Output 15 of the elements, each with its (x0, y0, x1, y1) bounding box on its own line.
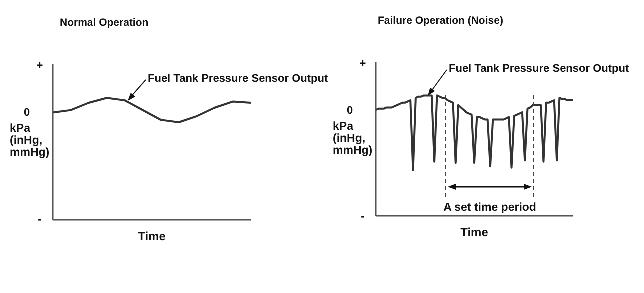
text: 0 (346, 105, 354, 117)
text: - (361, 211, 366, 223)
text: Fuel Tank Pressure Sensor Output (148, 73, 328, 85)
chart-title: Normal Operation (60, 17, 149, 29)
y-axis-title: kPa (inHg, mmHg) (10, 123, 50, 159)
text: + (360, 58, 366, 70)
text: 0 (24, 107, 30, 119)
x-axis-title: Time (460, 226, 489, 240)
x-axis-title: Time (138, 230, 166, 244)
y-axis-title: kPa (inHg, mmHg) (333, 121, 373, 157)
text: + (36, 60, 44, 72)
text: - (38, 214, 42, 226)
chart-title: Failure Operation (Noise) (378, 15, 504, 27)
text: Fuel Tank Pressure Sensor Output (449, 63, 630, 75)
annotation: A set time period (444, 202, 536, 214)
